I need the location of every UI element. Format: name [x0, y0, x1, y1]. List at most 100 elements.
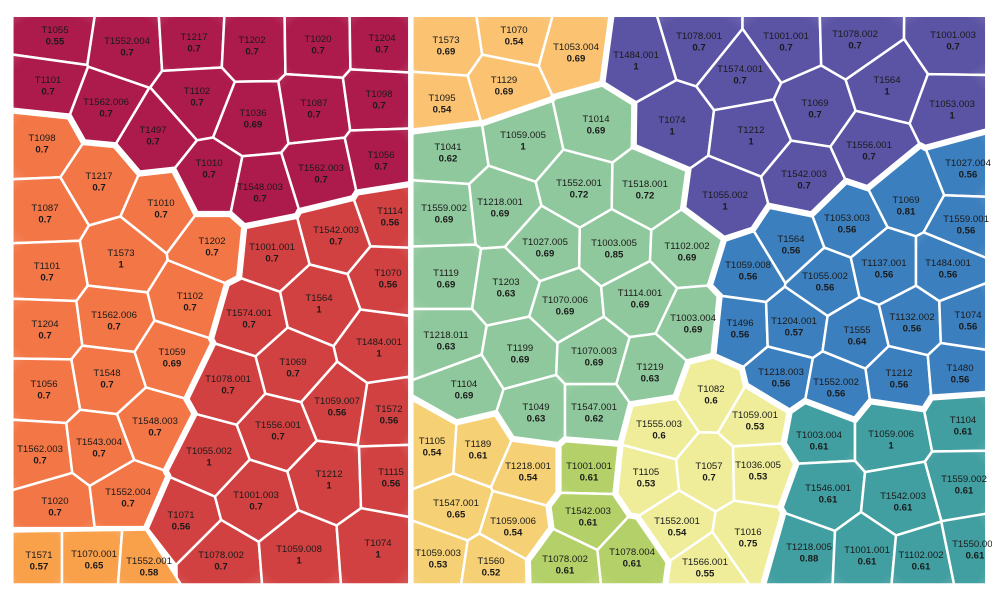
svg-text:0.7: 0.7 [99, 109, 112, 120]
svg-text:0.61: 0.61 [623, 559, 642, 570]
svg-text:0.54: 0.54 [433, 105, 452, 116]
svg-text:0.81: 0.81 [897, 207, 916, 218]
svg-text:T1001.003: T1001.003 [233, 490, 279, 501]
svg-text:T1059.007: T1059.007 [314, 396, 360, 407]
svg-text:T1218.003: T1218.003 [758, 367, 804, 378]
svg-text:T1204.001: T1204.001 [771, 316, 817, 327]
svg-text:0.61: 0.61 [819, 495, 838, 506]
svg-text:T1555: T1555 [843, 325, 870, 336]
svg-text:0.54: 0.54 [423, 448, 442, 459]
svg-text:0.62: 0.62 [585, 414, 604, 425]
svg-text:0.63: 0.63 [527, 414, 546, 425]
svg-text:T1055: T1055 [41, 25, 68, 36]
svg-text:T1001.001: T1001.001 [249, 242, 295, 253]
svg-text:0.53: 0.53 [746, 422, 765, 433]
svg-text:T1098: T1098 [365, 89, 392, 100]
svg-text:0.7: 0.7 [121, 499, 134, 510]
svg-text:T1087: T1087 [300, 98, 327, 109]
svg-text:0.56: 0.56 [816, 283, 835, 294]
svg-text:0.7: 0.7 [253, 194, 266, 205]
svg-text:0.55: 0.55 [46, 37, 65, 48]
svg-text:0.61: 0.61 [912, 562, 931, 573]
svg-text:T1204: T1204 [368, 33, 396, 44]
svg-text:T1219: T1219 [636, 362, 663, 373]
svg-text:T1010: T1010 [195, 158, 222, 169]
svg-text:T1102: T1102 [177, 291, 204, 302]
svg-text:0.7: 0.7 [48, 508, 61, 519]
svg-text:0.61: 0.61 [556, 566, 575, 577]
svg-text:0.7: 0.7 [374, 162, 387, 173]
svg-text:T1055.002: T1055.002 [702, 190, 748, 201]
svg-text:T1559.002: T1559.002 [421, 203, 467, 214]
svg-text:0.69: 0.69 [631, 300, 650, 311]
svg-text:0.7: 0.7 [120, 48, 133, 59]
svg-text:0.7: 0.7 [797, 181, 810, 192]
svg-text:T1114: T1114 [377, 206, 403, 217]
svg-text:0.62: 0.62 [439, 154, 458, 165]
svg-text:0.7: 0.7 [808, 110, 821, 121]
svg-text:0.7: 0.7 [702, 473, 715, 484]
svg-text:T1014: T1014 [582, 114, 610, 125]
svg-text:T1074: T1074 [658, 115, 686, 126]
svg-text:T1550.002: T1550.002 [952, 539, 992, 550]
svg-text:0.72: 0.72 [570, 190, 589, 201]
svg-text:0.56: 0.56 [328, 408, 347, 419]
svg-text:T1132.002: T1132.002 [889, 312, 934, 323]
svg-text:0.7: 0.7 [311, 46, 324, 57]
svg-text:0.7: 0.7 [35, 145, 48, 156]
svg-text:0.54: 0.54 [505, 37, 524, 48]
svg-text:T1003.004: T1003.004 [796, 430, 843, 441]
svg-text:0.7: 0.7 [100, 380, 113, 391]
svg-text:0.61: 0.61 [955, 486, 974, 497]
svg-text:T1546.001: T1546.001 [805, 483, 851, 494]
svg-text:0.69: 0.69 [495, 87, 514, 98]
svg-text:T1189: T1189 [465, 439, 492, 450]
svg-text:T1105: T1105 [633, 467, 660, 478]
svg-text:T1036.005: T1036.005 [735, 460, 781, 471]
svg-text:T1496: T1496 [726, 318, 753, 329]
svg-text:T1552.001: T1552.001 [654, 516, 700, 527]
svg-text:1: 1 [316, 305, 322, 316]
svg-text:0.69: 0.69 [511, 355, 530, 366]
svg-text:0.69: 0.69 [455, 391, 474, 402]
svg-text:0.88: 0.88 [800, 554, 819, 565]
svg-text:T1562.003: T1562.003 [17, 444, 63, 455]
svg-text:T1548.003: T1548.003 [132, 416, 178, 427]
svg-text:T1202: T1202 [238, 35, 265, 46]
svg-text:0.69: 0.69 [567, 54, 586, 65]
svg-text:T1001.001: T1001.001 [763, 31, 809, 42]
svg-text:T1102: T1102 [184, 86, 211, 97]
svg-text:0.56: 0.56 [827, 389, 846, 400]
svg-text:0.69: 0.69 [437, 47, 456, 58]
svg-text:T1564: T1564 [777, 234, 805, 245]
svg-text:T1203: T1203 [492, 277, 519, 288]
svg-text:0.69: 0.69 [556, 307, 575, 318]
svg-text:0.7: 0.7 [946, 42, 959, 53]
svg-text:0.54: 0.54 [668, 528, 687, 539]
svg-text:0.7: 0.7 [265, 254, 278, 265]
svg-text:0.69: 0.69 [491, 209, 510, 220]
svg-text:0.7: 0.7 [249, 502, 262, 513]
svg-text:0.52: 0.52 [482, 568, 501, 579]
svg-text:T1547.001: T1547.001 [571, 402, 617, 413]
svg-text:0.75: 0.75 [739, 539, 758, 550]
svg-text:T1564: T1564 [305, 293, 333, 304]
svg-text:0.56: 0.56 [172, 522, 191, 533]
svg-text:T1137.001: T1137.001 [861, 258, 906, 269]
svg-text:0.7: 0.7 [375, 45, 388, 56]
svg-text:0.7: 0.7 [733, 76, 746, 87]
svg-text:T1484.001: T1484.001 [356, 337, 402, 348]
svg-text:T1070: T1070 [374, 268, 401, 279]
svg-text:T1074: T1074 [954, 310, 982, 321]
svg-text:T1070.003: T1070.003 [571, 346, 617, 357]
svg-text:T1202: T1202 [198, 236, 225, 247]
svg-text:T1129: T1129 [491, 75, 518, 86]
svg-text:T1217: T1217 [180, 32, 207, 43]
svg-text:T1020: T1020 [41, 496, 68, 507]
svg-text:T1542.003: T1542.003 [880, 491, 926, 502]
svg-text:1: 1 [633, 62, 639, 73]
svg-text:0.56: 0.56 [903, 324, 922, 335]
svg-text:0.56: 0.56 [379, 280, 398, 291]
svg-text:T1078.002: T1078.002 [542, 554, 588, 565]
svg-text:T1020: T1020 [304, 34, 331, 45]
